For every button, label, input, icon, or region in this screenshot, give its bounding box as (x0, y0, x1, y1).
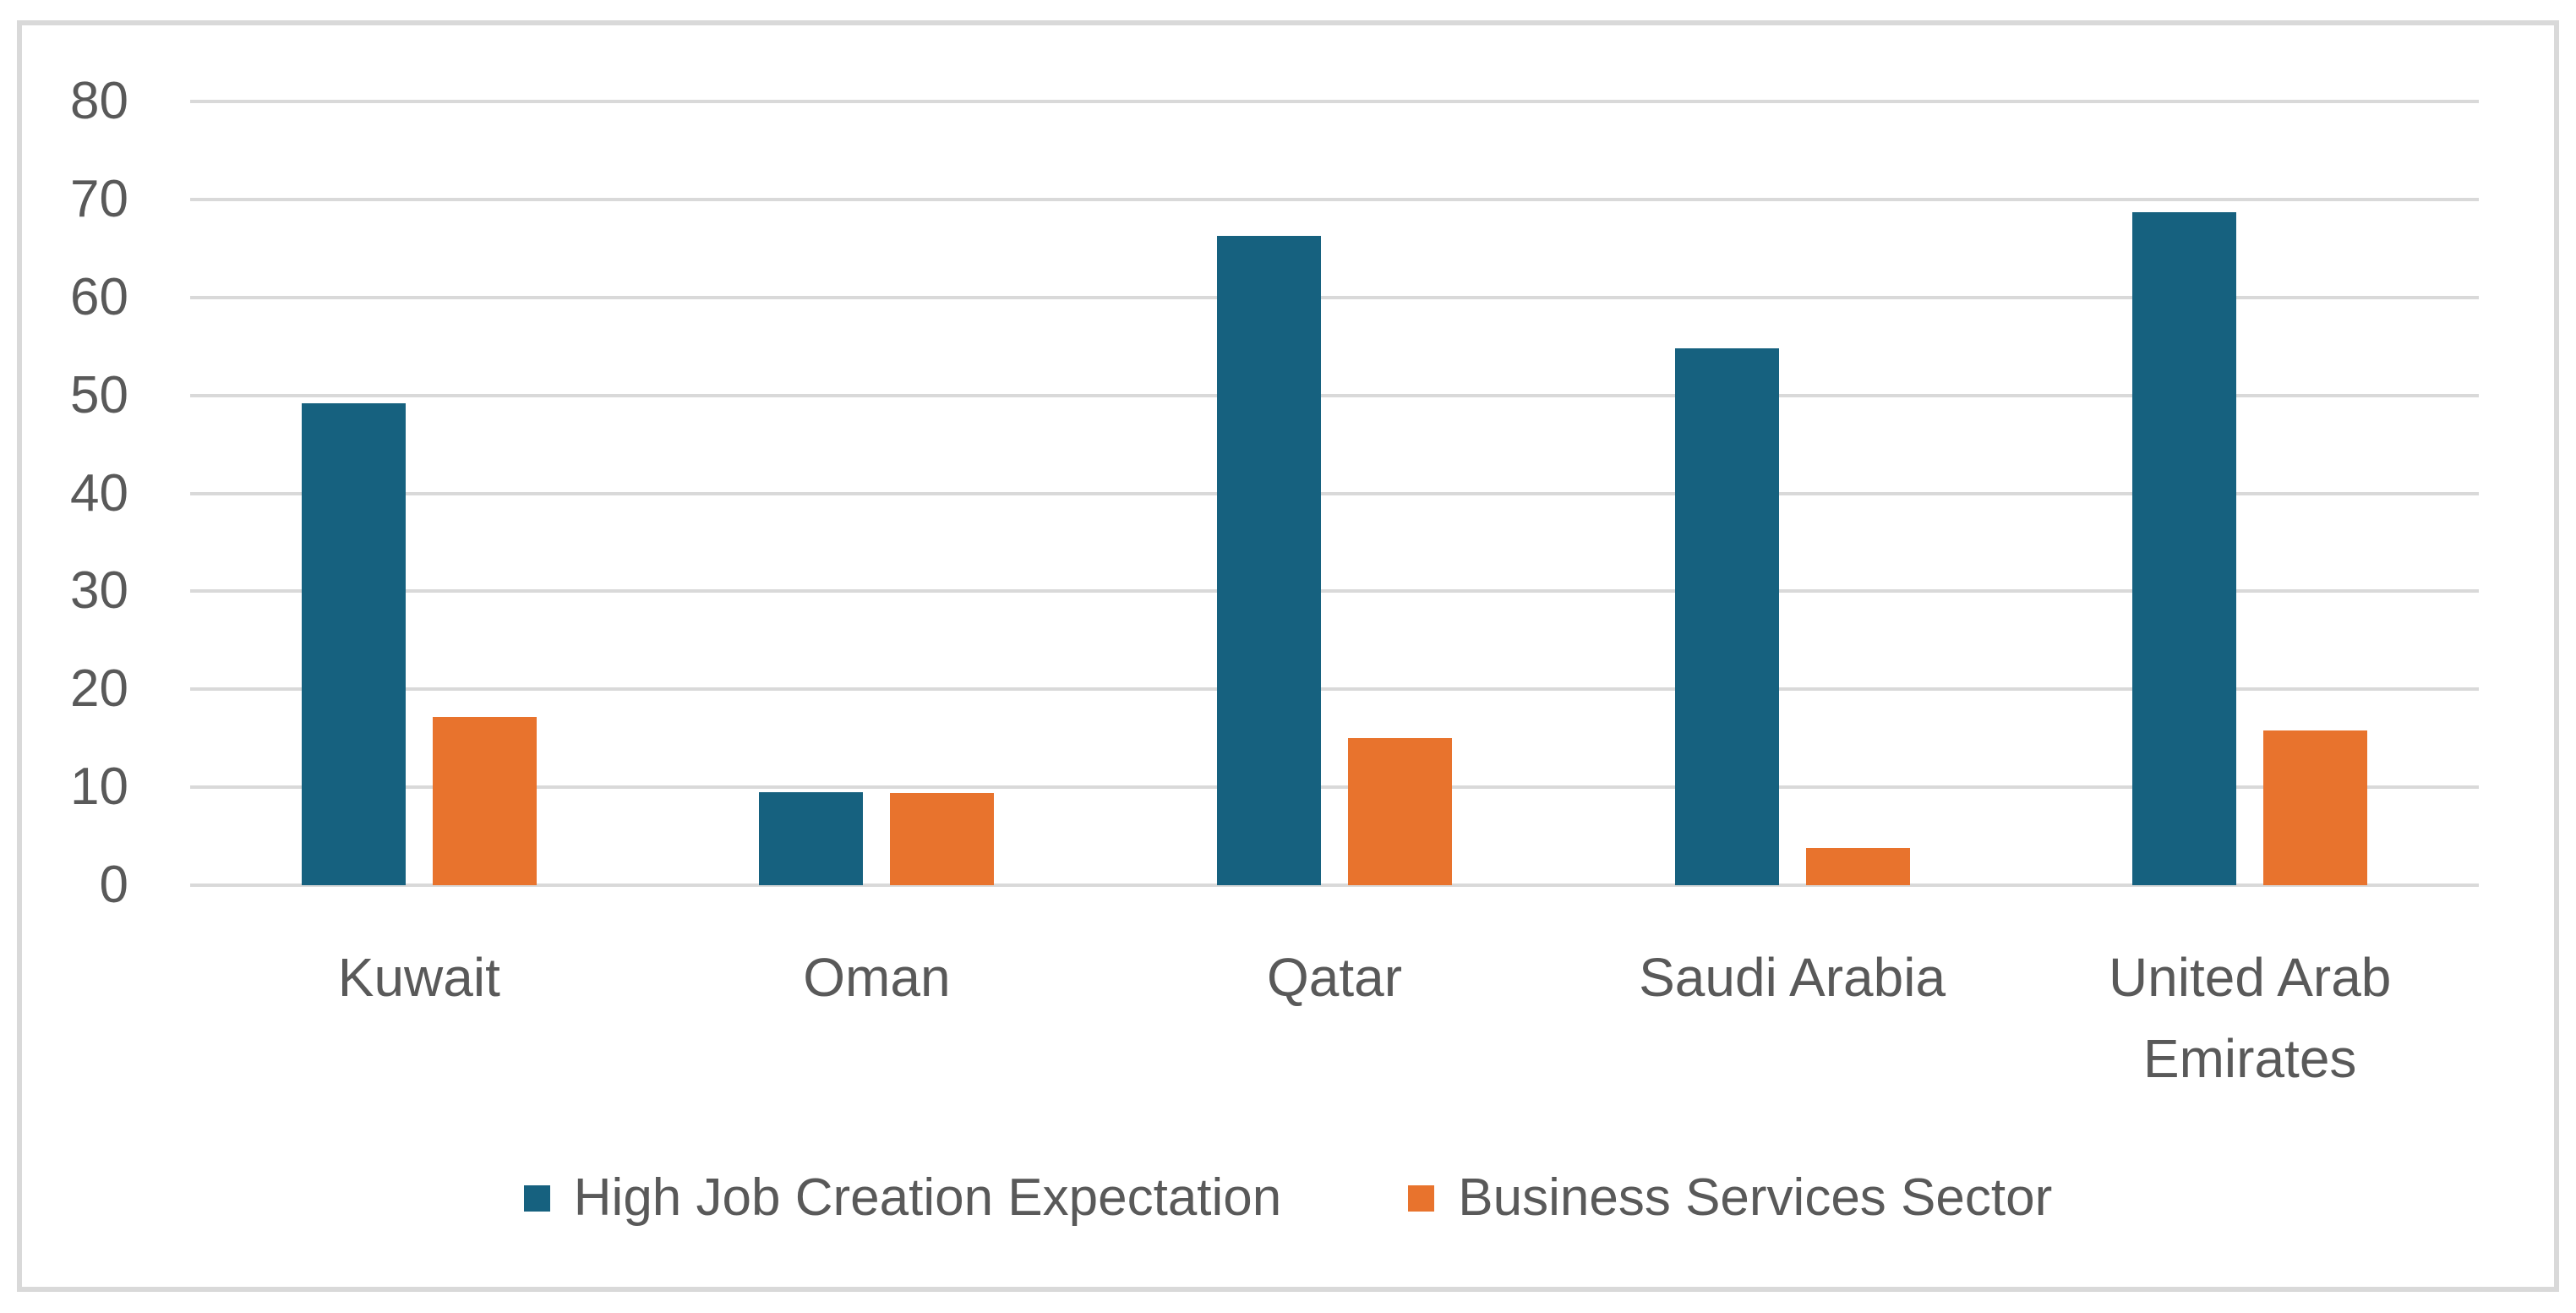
bar-orange-oman (890, 793, 995, 885)
y-tick-label-50: 50 (70, 365, 128, 424)
x-category-label-qatar: Qatar (1266, 947, 1403, 1008)
gridline-y80 (190, 100, 2479, 103)
y-tick-label-70: 70 (70, 169, 128, 228)
y-tick-label-60: 60 (70, 267, 128, 326)
y-tick-label-80: 80 (70, 72, 128, 130)
gridline-y50 (190, 393, 2479, 397)
bar-blue-oman (759, 791, 864, 885)
x-category-label-oman: Oman (803, 947, 951, 1008)
legend-item-high-job-creation-expectation: High Job Creation Expectation (523, 1168, 1282, 1228)
y-tick-label-40: 40 (70, 463, 128, 522)
bar-group-united-arab-emirates (2021, 101, 2479, 885)
gridline-y40 (190, 491, 2479, 495)
x-axis: Kuwait Oman Qatar Saudi Arabia United Arab E… (190, 937, 2479, 1099)
bar-orange-kuwait (432, 716, 537, 885)
legend-label: Business Services Sector (1458, 1168, 2053, 1227)
legend-swatch-icon (523, 1184, 550, 1212)
bar-group-qatar (1105, 101, 1564, 885)
legend-item-business-services-sector: Business Services Sector (1408, 1168, 2052, 1228)
gridline-y70 (190, 197, 2479, 201)
bar-orange-qatar (1347, 738, 1452, 885)
bar-orange-united-arab-emirates (2263, 730, 2368, 885)
bar-group-oman (648, 101, 1106, 885)
bar-group-saudi-arabia (1564, 101, 2022, 885)
legend: High Job Creation Expectation Business Se… (0, 1160, 2576, 1236)
bar-blue-saudi-arabia (1674, 348, 1779, 885)
bar-blue-kuwait (301, 402, 406, 885)
x-category-label-kuwait: Kuwait (337, 947, 500, 1008)
legend-label: High Job Creation Expectation (573, 1168, 1282, 1227)
bar-blue-qatar (1216, 235, 1321, 885)
y-tick-label-20: 20 (70, 659, 128, 719)
gridline-y20 (190, 687, 2479, 692)
y-tick-label-30: 30 (70, 561, 128, 621)
y-tick-label-0: 0 (99, 856, 128, 914)
x-category-label-saudi-arabia: Saudi Arabia (1639, 947, 1946, 1008)
bar-orange-saudi-arabia (1805, 847, 1910, 885)
y-tick-label-10: 10 (70, 758, 128, 817)
gridline-y0 (190, 884, 2479, 887)
legend-swatch-icon (1408, 1184, 1435, 1212)
bar-group-kuwait (190, 101, 648, 885)
gridline-y60 (190, 295, 2479, 299)
x-category-label-united-arab-emirates: United Arab Emirates (2108, 947, 2392, 1089)
gridline-y30 (190, 589, 2479, 594)
gridline-y10 (190, 785, 2479, 790)
plot-area (190, 100, 2479, 887)
y-axis: 0 10 20 30 40 50 60 70 80 (0, 75, 128, 911)
bar-blue-united-arab-emirates (2132, 211, 2237, 885)
